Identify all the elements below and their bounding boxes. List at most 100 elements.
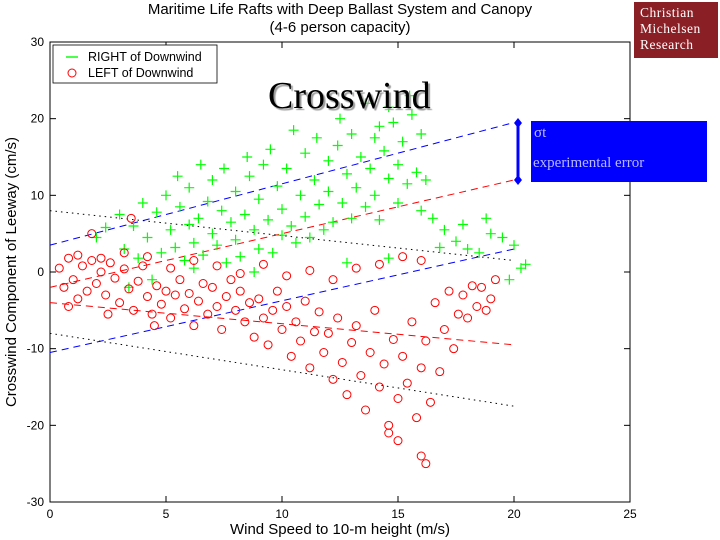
data-point-right-22 (207, 175, 218, 185)
data-point-left-47 (268, 305, 278, 315)
data-point-right-107 (383, 253, 394, 264)
experimental-error-box: σt experimental error (531, 121, 707, 182)
y-tick-label-20: 20 (31, 112, 45, 126)
data-point-right-110 (481, 213, 492, 224)
data-point-left-30 (189, 321, 199, 331)
data-point-left-95 (481, 305, 491, 315)
data-point-right-24 (216, 205, 227, 216)
series-left-of-downwind (54, 213, 500, 469)
data-point-right-71 (397, 136, 408, 147)
data-point-right-9 (156, 247, 167, 258)
data-point-left-10 (96, 267, 106, 277)
data-point-left-93 (472, 302, 482, 311)
data-point-left-71 (379, 359, 389, 369)
data-point-left-5 (73, 294, 83, 304)
legend: RIGHT of Downwind LEFT of Downwind (52, 44, 218, 84)
data-point-right-103 (147, 274, 158, 285)
data-point-left-98 (416, 256, 426, 265)
data-point-right-80 (451, 236, 461, 247)
data-point-left-8 (87, 256, 97, 265)
data-point-left-120 (384, 428, 394, 438)
data-point-left-19 (138, 261, 148, 271)
data-point-left-18 (133, 276, 143, 286)
data-point-right-53 (328, 217, 339, 228)
data-point-left-100 (374, 259, 384, 269)
y-tick-label--20: -20 (27, 418, 45, 432)
data-point-left-56 (309, 327, 319, 337)
data-point-right-35 (258, 159, 269, 170)
legend-label-left: LEFT of Downwind (88, 66, 193, 80)
data-point-left-65 (351, 321, 361, 331)
data-point-right-44 (295, 190, 306, 201)
data-point-right-10 (161, 190, 171, 201)
data-point-left-73 (388, 334, 398, 344)
data-point-right-26 (225, 217, 236, 228)
data-point-left-27 (175, 275, 185, 285)
data-point-left-63 (342, 390, 352, 400)
data-point-left-46 (263, 340, 273, 350)
data-point-left-78 (412, 413, 422, 423)
data-point-left-105 (258, 259, 268, 269)
data-point-left-81 (421, 459, 431, 469)
data-point-left-22 (152, 281, 162, 291)
error-bar (514, 118, 522, 185)
data-point-right-85 (509, 240, 519, 251)
data-point-left-16 (124, 284, 134, 294)
data-point-right-82 (474, 247, 485, 258)
data-point-left-69 (370, 305, 380, 315)
data-point-right-60 (355, 152, 366, 162)
data-point-left-20 (142, 292, 152, 302)
data-point-left-75 (398, 351, 408, 361)
y-axis-label: Crosswind Component of Leeway (cm/s) (3, 137, 20, 407)
data-point-left-114 (126, 213, 136, 223)
data-point-right-17 (188, 237, 199, 248)
data-point-right-36 (263, 214, 274, 225)
data-point-right-49 (314, 199, 325, 210)
data-point-left-85 (435, 367, 445, 377)
data-point-left-9 (91, 279, 101, 288)
data-point-left-44 (254, 294, 264, 304)
data-point-left-103 (305, 265, 315, 275)
data-point-right-94 (265, 144, 276, 155)
data-point-left-79 (416, 363, 426, 373)
data-point-right-47 (304, 232, 315, 243)
data-point-right-20 (202, 196, 213, 207)
error-bar-top-cap (514, 118, 522, 128)
data-point-left-36 (217, 325, 227, 334)
data-point-right-12 (170, 242, 181, 253)
data-point-right-72 (402, 178, 413, 189)
data-point-right-25 (221, 257, 232, 268)
data-point-right-99 (195, 159, 206, 170)
data-point-right-89 (335, 113, 345, 124)
data-point-right-77 (420, 175, 431, 185)
chart-title: Maritime Life Rafts with Deep Ballast Sy… (147, 1, 533, 18)
y-tick-label-0: 0 (37, 265, 44, 279)
data-point-right-70 (393, 159, 403, 170)
logo-line-2: Michelsen (640, 21, 701, 36)
data-point-right-30 (239, 209, 250, 220)
data-point-left-64 (347, 338, 357, 348)
data-point-right-34 (253, 194, 264, 205)
data-point-left-6 (77, 261, 87, 271)
data-point-right-106 (341, 257, 352, 268)
data-point-right-78 (427, 213, 438, 224)
data-point-right-38 (272, 181, 283, 192)
data-point-left-37 (221, 292, 231, 302)
data-point-right-92 (404, 90, 415, 101)
data-point-left-62 (337, 357, 347, 367)
reference-line-1 (49, 122, 515, 246)
data-point-left-50 (282, 302, 292, 311)
data-point-left-96 (486, 294, 496, 304)
data-point-right-37 (267, 247, 278, 258)
data-point-left-76 (402, 378, 412, 388)
data-point-right-15 (184, 219, 195, 230)
data-point-right-5 (128, 221, 139, 231)
data-point-left-67 (361, 405, 371, 415)
data-point-right-54 (332, 140, 343, 151)
data-point-right-52 (323, 186, 334, 197)
x-axis-label: Wind Speed to 10-m height (m/s) (230, 521, 450, 538)
x-tick-label-25: 25 (623, 507, 637, 521)
data-point-right-66 (379, 145, 390, 156)
y-tick-label--10: -10 (27, 342, 45, 356)
